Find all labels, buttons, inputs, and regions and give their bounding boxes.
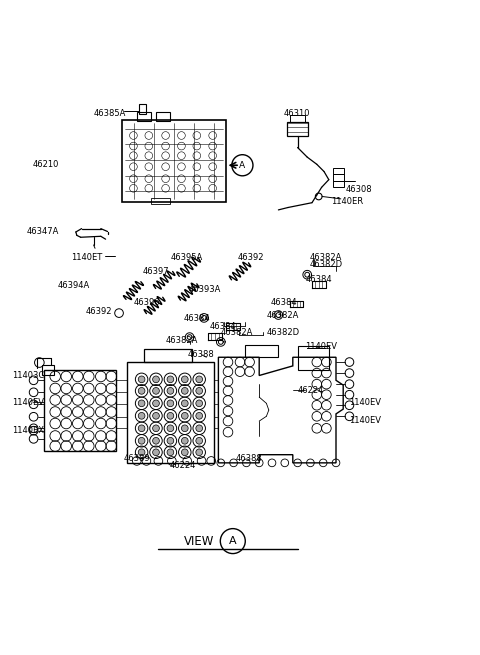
Circle shape (181, 376, 188, 383)
Circle shape (167, 388, 174, 394)
Bar (122, 120, 226, 202)
Bar (333, 174, 344, 181)
Text: 1140EV: 1140EV (305, 342, 337, 351)
Circle shape (138, 438, 145, 444)
Circle shape (167, 438, 174, 444)
Bar (137, 113, 151, 121)
Circle shape (153, 376, 159, 383)
Bar (151, 198, 170, 204)
Circle shape (196, 376, 203, 383)
Text: 46394A: 46394A (58, 281, 90, 290)
Text: 46392: 46392 (238, 253, 264, 263)
Text: 46385A: 46385A (94, 109, 126, 119)
Text: 46382A: 46382A (267, 311, 299, 320)
Bar (245, 345, 278, 357)
Bar (298, 346, 329, 369)
Bar (333, 181, 344, 187)
Bar (144, 348, 192, 362)
Text: A: A (240, 160, 245, 170)
Circle shape (153, 438, 159, 444)
Text: 46397: 46397 (143, 267, 169, 276)
Text: 46384: 46384 (183, 314, 210, 323)
Text: 1140ER: 1140ER (331, 196, 363, 206)
Circle shape (153, 425, 159, 432)
Circle shape (138, 413, 145, 419)
Circle shape (138, 376, 145, 383)
Circle shape (153, 413, 159, 419)
Bar (287, 122, 308, 136)
Text: 46384: 46384 (270, 297, 297, 307)
Text: 46382A: 46382A (310, 253, 342, 263)
Bar (127, 362, 214, 463)
Circle shape (181, 425, 188, 432)
Text: 1140EV: 1140EV (12, 398, 44, 407)
Text: 46224: 46224 (169, 460, 196, 470)
Text: 46388: 46388 (187, 350, 214, 360)
Bar (42, 365, 54, 375)
Text: 46308: 46308 (346, 185, 372, 194)
Text: 46388: 46388 (235, 453, 262, 462)
Bar (156, 113, 170, 121)
Circle shape (196, 388, 203, 394)
Text: 1140EX: 1140EX (12, 426, 44, 435)
Circle shape (181, 438, 188, 444)
Text: 46384: 46384 (305, 274, 332, 284)
Circle shape (167, 376, 174, 383)
Text: 46393A: 46393A (188, 285, 220, 294)
Circle shape (196, 413, 203, 419)
Text: 46224: 46224 (298, 386, 324, 396)
Text: 11403C: 11403C (12, 371, 44, 380)
Text: A: A (229, 536, 237, 546)
Circle shape (196, 425, 203, 432)
Text: 46382A: 46382A (221, 328, 253, 337)
Circle shape (153, 400, 159, 407)
Text: 46392: 46392 (85, 307, 112, 316)
Bar (139, 104, 146, 115)
Circle shape (153, 388, 159, 394)
Bar (333, 168, 344, 174)
Text: 46384: 46384 (210, 322, 236, 331)
Text: 46347A: 46347A (26, 227, 59, 236)
Text: 1140EV: 1140EV (349, 416, 382, 425)
Text: 46382D: 46382D (267, 328, 300, 337)
Text: VIEW: VIEW (184, 534, 215, 548)
Bar (290, 115, 305, 122)
Text: 46310: 46310 (283, 109, 310, 119)
Circle shape (196, 438, 203, 444)
Circle shape (196, 400, 203, 407)
Circle shape (167, 400, 174, 407)
Text: 46396: 46396 (133, 297, 160, 307)
Circle shape (167, 449, 174, 456)
Circle shape (181, 388, 188, 394)
Circle shape (138, 425, 145, 432)
Circle shape (181, 400, 188, 407)
Bar (44, 370, 116, 451)
Text: 46389: 46389 (124, 453, 150, 462)
Circle shape (138, 388, 145, 394)
Text: 46395A: 46395A (170, 253, 203, 263)
Circle shape (138, 449, 145, 456)
Circle shape (167, 425, 174, 432)
Text: 1140EV: 1140EV (349, 398, 382, 407)
Circle shape (181, 449, 188, 456)
Text: 1140ET: 1140ET (71, 253, 102, 263)
Text: 46210: 46210 (33, 160, 59, 169)
Text: 46382A: 46382A (166, 337, 198, 345)
Circle shape (153, 449, 159, 456)
Circle shape (167, 413, 174, 419)
Text: 46382D: 46382D (310, 259, 343, 269)
Circle shape (181, 413, 188, 419)
Circle shape (196, 449, 203, 456)
Circle shape (138, 400, 145, 407)
